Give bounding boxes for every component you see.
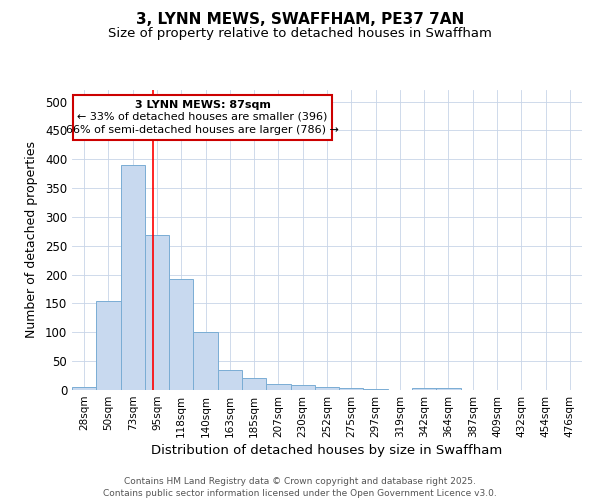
Bar xyxy=(436,388,461,390)
Bar xyxy=(242,378,266,390)
Bar xyxy=(315,387,339,390)
Bar xyxy=(193,332,218,390)
Bar xyxy=(218,370,242,390)
Y-axis label: Number of detached properties: Number of detached properties xyxy=(25,142,38,338)
Bar xyxy=(73,94,332,140)
Bar xyxy=(72,387,96,390)
Bar xyxy=(145,236,169,390)
Text: ← 33% of detached houses are smaller (396): ← 33% of detached houses are smaller (39… xyxy=(77,112,328,122)
Bar xyxy=(96,300,121,390)
Bar xyxy=(266,384,290,390)
Text: 66% of semi-detached houses are larger (786) →: 66% of semi-detached houses are larger (… xyxy=(66,124,339,134)
Text: Contains HM Land Registry data © Crown copyright and database right 2025.
Contai: Contains HM Land Registry data © Crown c… xyxy=(103,476,497,498)
Bar xyxy=(412,388,436,390)
Bar xyxy=(169,278,193,390)
X-axis label: Distribution of detached houses by size in Swaffham: Distribution of detached houses by size … xyxy=(151,444,503,457)
Bar xyxy=(121,165,145,390)
Bar xyxy=(339,388,364,390)
Text: Size of property relative to detached houses in Swaffham: Size of property relative to detached ho… xyxy=(108,28,492,40)
Text: 3 LYNN MEWS: 87sqm: 3 LYNN MEWS: 87sqm xyxy=(134,100,271,110)
Text: 3, LYNN MEWS, SWAFFHAM, PE37 7AN: 3, LYNN MEWS, SWAFFHAM, PE37 7AN xyxy=(136,12,464,28)
Bar xyxy=(290,386,315,390)
